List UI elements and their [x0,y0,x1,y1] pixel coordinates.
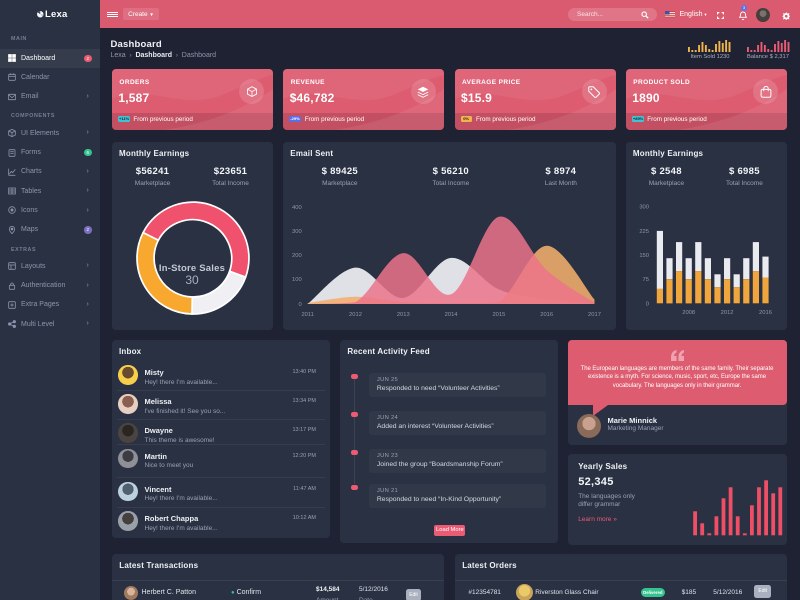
svg-text:75: 75 [642,277,648,283]
svg-text:2015: 2015 [493,312,506,318]
svg-text:225: 225 [639,229,649,235]
svg-text:2016: 2016 [759,310,772,316]
svg-text:100: 100 [292,277,302,283]
svg-text:2013: 2013 [397,312,410,318]
svg-text:2012: 2012 [349,312,362,318]
svg-text:0: 0 [646,301,649,307]
svg-text:2014: 2014 [445,312,459,318]
svg-text:0: 0 [299,302,302,308]
svg-text:150: 150 [639,253,649,259]
svg-text:300: 300 [292,229,302,235]
svg-text:2008: 2008 [682,310,695,316]
svg-text:400: 400 [292,205,302,211]
svg-text:2011: 2011 [302,312,314,318]
svg-text:2017: 2017 [588,312,601,318]
svg-text:2012: 2012 [721,310,734,316]
svg-text:200: 200 [292,253,302,259]
svg-text:2016: 2016 [541,312,554,318]
svg-text:300: 300 [639,205,649,211]
